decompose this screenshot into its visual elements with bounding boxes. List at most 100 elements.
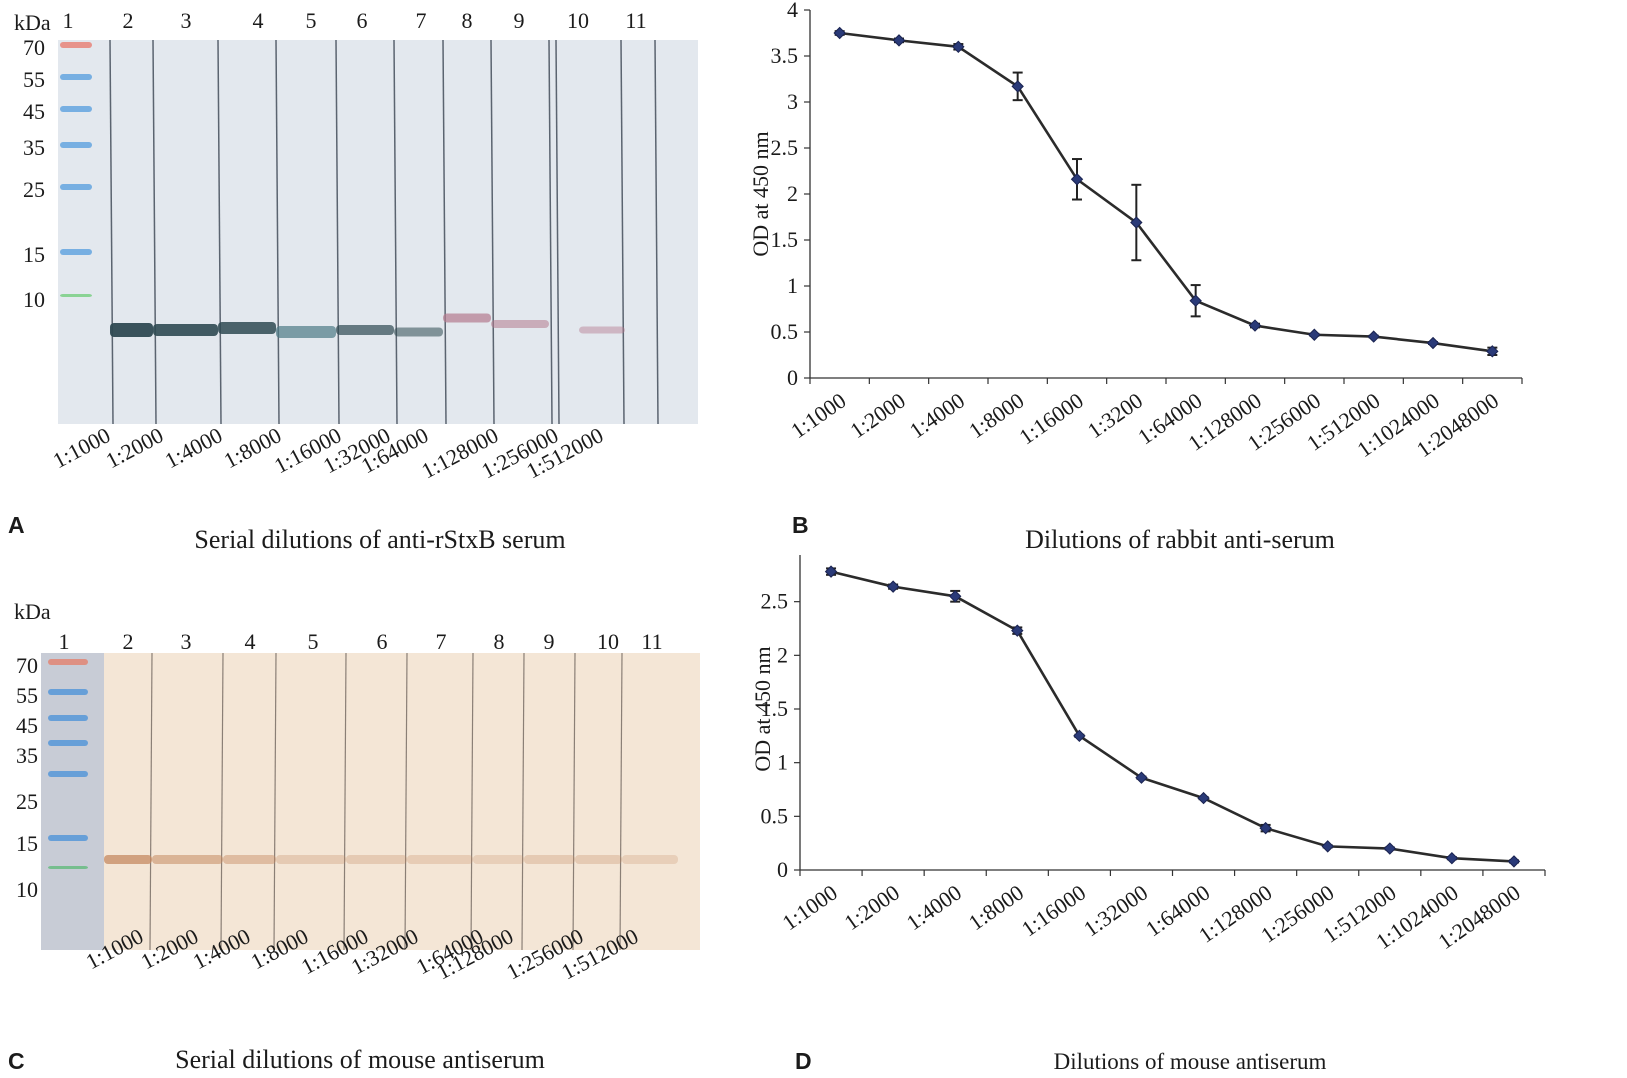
caption-b: Dilutions of rabbit anti-serum — [1025, 525, 1335, 554]
x-tick-label: 1:16000 — [1014, 388, 1087, 450]
western-band — [394, 327, 443, 337]
western-band — [443, 313, 491, 323]
data-point — [1130, 216, 1143, 229]
strip-edge — [152, 39, 157, 425]
lane-number: 10 — [567, 8, 589, 33]
western-band — [104, 855, 152, 864]
ladder-band — [60, 294, 92, 297]
blot-c-ladder-strip — [41, 653, 104, 950]
marker-label: 55 — [16, 683, 38, 708]
data-point — [833, 26, 846, 40]
data-point — [1445, 851, 1459, 865]
y-tick-label: 3.5 — [771, 43, 799, 68]
caption-d: Dilutions of mouse antiserum — [1053, 1049, 1327, 1074]
caption-a: Serial dilutions of anti-rStxB serum — [194, 525, 566, 554]
blot-c-unit: kDa — [14, 599, 51, 624]
series-line — [839, 31, 1493, 353]
marker-label: 45 — [16, 713, 38, 738]
lane-number: 11 — [641, 629, 662, 654]
marker-label: 70 — [23, 35, 45, 60]
western-band — [524, 855, 575, 864]
y-tick-label: 2 — [777, 642, 788, 667]
lane-number: 3 — [181, 8, 192, 33]
western-band — [622, 855, 678, 864]
strip-edge — [619, 652, 623, 951]
lane-number: 1 — [63, 8, 74, 33]
y-tick-label: 0.5 — [771, 319, 799, 344]
data-point — [1197, 791, 1210, 805]
x-tick-label: 1:16000 — [1017, 880, 1090, 942]
western-band — [346, 855, 407, 864]
western-band — [579, 326, 625, 334]
data-point — [892, 34, 906, 47]
data-point — [1321, 840, 1334, 853]
lane-number: 5 — [308, 629, 319, 654]
y-tick-label: 3 — [777, 555, 788, 560]
marker-label: 25 — [16, 789, 38, 814]
strip-edge — [217, 39, 222, 425]
lane-number: 2 — [123, 629, 134, 654]
data-point — [1189, 294, 1202, 307]
marker-label: 15 — [23, 242, 45, 267]
lane-number: 11 — [625, 8, 646, 33]
marker-label: 35 — [16, 743, 38, 768]
x-tick-label: 1:8000 — [964, 880, 1028, 936]
lane-number: 6 — [377, 629, 388, 654]
western-band — [152, 855, 223, 864]
series-line — [830, 570, 1515, 863]
y-tick-label: 3 — [787, 89, 798, 114]
data-point — [1507, 855, 1521, 868]
ladder-band — [48, 740, 88, 746]
marker-label: 45 — [23, 99, 45, 124]
data-point — [1426, 336, 1440, 350]
data-point — [1383, 842, 1396, 855]
strip-edge — [521, 652, 525, 951]
marker-label: 55 — [23, 67, 45, 92]
lane-number: 4 — [253, 8, 264, 33]
data-point — [824, 565, 838, 578]
data-point — [1011, 80, 1024, 93]
y-axis-label: OD at 450 nm — [748, 131, 773, 256]
western-band — [407, 855, 473, 864]
y-tick-label: 4 — [787, 0, 798, 22]
y-tick-label: 1.5 — [761, 696, 789, 721]
western-band — [473, 855, 524, 864]
data-point — [1367, 330, 1380, 343]
marker-label: 10 — [23, 287, 45, 312]
blot-a-membrane — [58, 40, 698, 424]
ladder-band — [60, 42, 92, 48]
marker-label: 10 — [16, 877, 38, 902]
western-band — [491, 320, 549, 328]
western-band — [110, 323, 153, 337]
lane-number: 5 — [306, 8, 317, 33]
y-tick-label: 1.5 — [771, 227, 799, 252]
y-tick-label: 2.5 — [761, 589, 789, 614]
strip-edge — [490, 39, 495, 425]
western-band — [153, 324, 218, 336]
western-band — [218, 322, 276, 334]
ladder-band — [48, 659, 88, 665]
strip-edge — [654, 39, 659, 425]
x-tick-label: 1:4000 — [905, 388, 969, 444]
strip-edge — [149, 652, 153, 951]
ladder-band — [48, 715, 88, 721]
lane-number: 9 — [544, 629, 555, 654]
strip-edge — [393, 39, 398, 425]
blot-a-unit: kDa — [14, 10, 51, 35]
marker-label: 70 — [16, 653, 38, 678]
data-point — [1259, 821, 1272, 835]
western-band — [276, 855, 346, 864]
blot-c-membrane — [104, 653, 700, 950]
ladder-band — [60, 74, 92, 80]
dilution-label: 1:1000 — [49, 422, 115, 473]
chart-d: 0 0.5 1 1.5 2 2.5 3 1:10001:20001:40001:80001:1… — [750, 555, 1546, 954]
data-point — [949, 590, 962, 603]
strip-edge — [275, 39, 280, 425]
marker-label: 25 — [23, 177, 45, 202]
panel-letter-a: A — [8, 512, 25, 538]
marker-label: 35 — [23, 135, 45, 160]
ladder-band — [60, 106, 92, 112]
ladder-band — [60, 184, 92, 190]
y-tick-label: 0 — [787, 365, 798, 390]
